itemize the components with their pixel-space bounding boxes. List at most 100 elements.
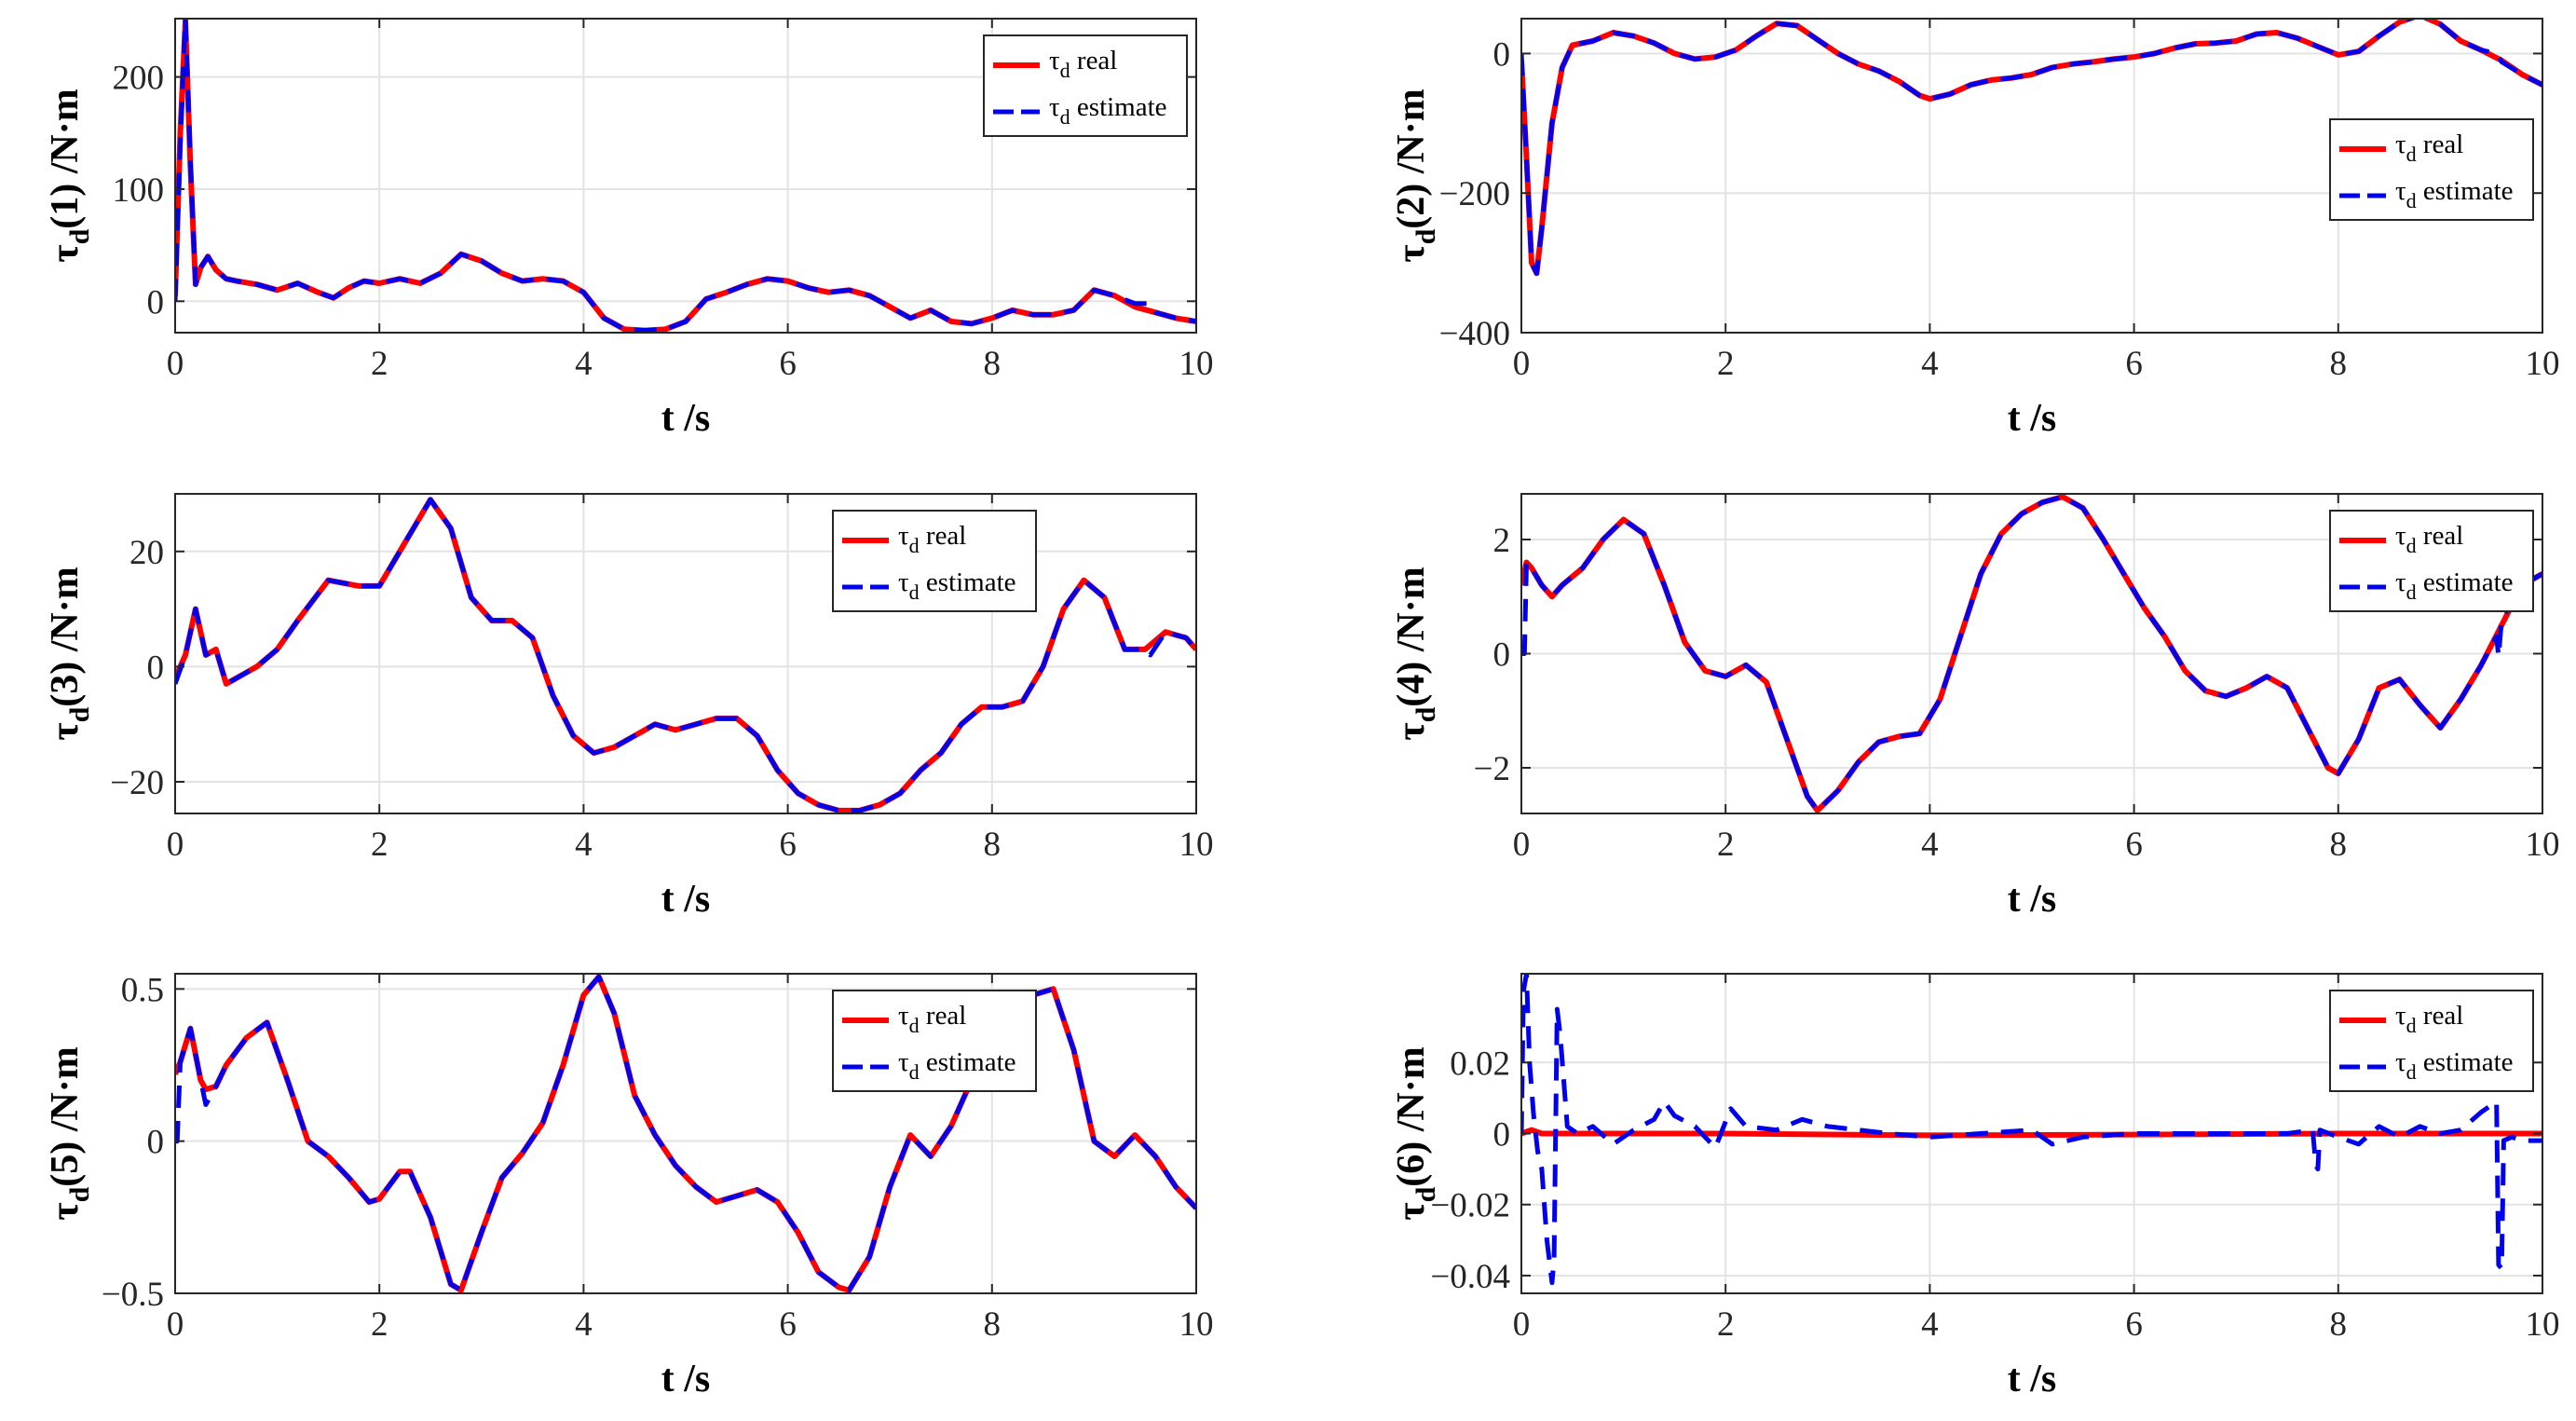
x-tick-label: 2 (371, 826, 388, 864)
x-axis-label: t /s (661, 1358, 711, 1401)
x-tick-label: 10 (1179, 345, 1214, 383)
y-tick-label: 0 (1493, 636, 1511, 675)
x-tick-label: 0 (1513, 826, 1531, 864)
x-tick-label: 6 (779, 345, 797, 383)
legend: τd real τd estimate (2329, 510, 2534, 612)
y-tick-label: −200 (1439, 175, 1510, 213)
series-estimate-line (1521, 19, 2542, 276)
legend-label-real: τd real (2395, 521, 2463, 557)
legend-label-estimate: τd estimate (1049, 92, 1167, 129)
x-tick-label: 4 (1921, 345, 1939, 383)
y-axis-label: τd(3) /N·m (44, 567, 95, 741)
legend-box (2329, 510, 2534, 612)
y-tick-label: 100 (113, 171, 165, 210)
y-tick-label: −400 (1439, 315, 1510, 353)
x-tick-label: 10 (2526, 345, 2560, 383)
legend-box (832, 990, 1037, 1092)
x-tick-label: 6 (779, 1305, 797, 1344)
y-tick-label: 0.5 (121, 971, 164, 1009)
legend-label-estimate: τd estimate (2395, 567, 2514, 604)
x-axis-label: t /s (2008, 397, 2057, 440)
series-estimate-line (1521, 974, 2542, 1286)
y-tick-label: −20 (110, 764, 164, 802)
x-tick-label: 0 (167, 345, 184, 383)
x-tick-label: 6 (779, 826, 797, 864)
x-tick-label: 8 (2330, 345, 2348, 383)
legend: τd real τd estimate (2329, 990, 2534, 1092)
series-estimate-line (175, 497, 1196, 813)
legend: τd real τd estimate (832, 510, 1037, 612)
x-tick-label: 2 (1717, 345, 1735, 383)
axes-box (1520, 18, 2543, 334)
x-axis-label: t /s (661, 878, 711, 921)
x-tick-label: 6 (2125, 1305, 2143, 1344)
x-tick-label: 8 (984, 826, 1002, 864)
x-tick-label: 8 (2330, 826, 2348, 864)
legend: τd real τd estimate (983, 34, 1188, 137)
legend-label-estimate: τd estimate (898, 1047, 1016, 1084)
legend: τd real τd estimate (832, 990, 1037, 1092)
x-tick-label: 10 (2526, 1305, 2560, 1344)
y-tick-label: 200 (113, 60, 165, 98)
plot-area (175, 494, 1196, 813)
legend-label-real: τd real (2395, 1001, 2463, 1037)
x-tick-label: 0 (167, 1305, 184, 1344)
x-tick-label: 2 (371, 1305, 388, 1344)
x-tick-label: 6 (2125, 345, 2143, 383)
legend-label-real: τd real (898, 1001, 966, 1037)
y-tick-label: 0 (147, 649, 165, 687)
y-tick-label: 0 (147, 283, 165, 321)
x-axis-label: t /s (2008, 1358, 2057, 1401)
legend-box (832, 510, 1037, 612)
axes-box (174, 493, 1197, 814)
x-tick-label: 2 (1717, 826, 1735, 864)
legend: τd real τd estimate (2329, 118, 2534, 221)
y-tick-label: 20 (129, 534, 164, 572)
series-real-line (1521, 1127, 2542, 1139)
x-tick-label: 0 (1513, 1305, 1531, 1344)
x-axis-label: t /s (2008, 878, 2057, 921)
y-tick-label: 0.02 (1450, 1045, 1510, 1083)
x-tick-label: 10 (1179, 1305, 1214, 1344)
legend-label-estimate: τd estimate (898, 567, 1016, 604)
legend-box (983, 34, 1188, 137)
axes-box (174, 973, 1197, 1294)
y-tick-label: 2 (1493, 522, 1511, 560)
y-axis-label: τd(2) /N·m (1390, 89, 1441, 263)
y-tick-label: −0.02 (1430, 1187, 1510, 1225)
subplot-6: 0 2 4 6 8 10 −0.04 −0.02 0 0.02 t /s τd(6) /N·m τd r… (1390, 973, 2560, 1401)
y-tick-label: 0 (147, 1124, 165, 1162)
x-tick-label: 4 (575, 826, 593, 864)
x-tick-label: 2 (371, 345, 388, 383)
y-tick-label: −2 (1474, 750, 1510, 788)
x-tick-label: 4 (1921, 826, 1939, 864)
x-tick-label: 8 (2330, 1305, 2348, 1344)
x-tick-label: 2 (1717, 1305, 1735, 1344)
x-tick-label: 4 (575, 345, 593, 383)
legend-label-real: τd real (1049, 46, 1117, 82)
x-tick-label: 10 (2526, 826, 2560, 864)
x-tick-label: 10 (1179, 826, 1214, 864)
x-tick-label: 4 (575, 1305, 593, 1344)
y-axis-label: τd(4) /N·m (1390, 567, 1441, 741)
plot-area (175, 974, 1196, 1293)
x-tick-label: 6 (2125, 826, 2143, 864)
x-tick-label: 0 (167, 826, 184, 864)
y-tick-label: −0.04 (1430, 1258, 1510, 1296)
x-tick-label: 0 (1513, 345, 1531, 383)
y-tick-label: 0 (1493, 1116, 1511, 1155)
legend-label-estimate: τd estimate (2395, 176, 2514, 212)
x-tick-label: 8 (984, 345, 1002, 383)
legend-box (2329, 118, 2534, 221)
legend-box (2329, 990, 2534, 1092)
series-estimate-line (1521, 494, 2542, 813)
legend-label-estimate: τd estimate (2395, 1047, 2514, 1084)
x-tick-label: 4 (1921, 1305, 1939, 1344)
legend-label-real: τd real (2395, 130, 2463, 166)
